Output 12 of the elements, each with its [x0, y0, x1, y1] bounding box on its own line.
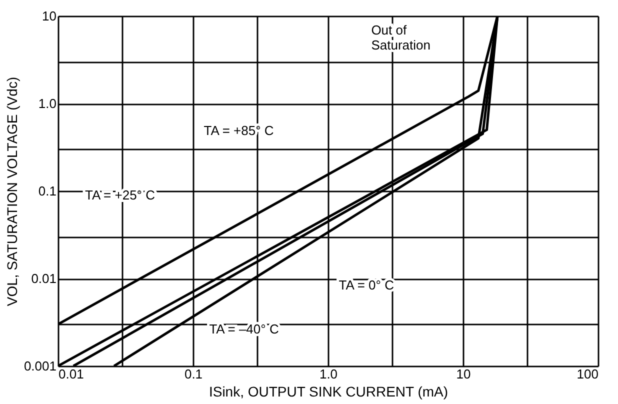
x-tick-label: 0.01	[58, 366, 84, 382]
x-tick-label: 10	[456, 366, 471, 382]
x-axis-title: ISink, OUTPUT SINK CURRENT (mA)	[208, 384, 448, 400]
x-tick-label: 0.1	[184, 366, 203, 382]
y-axis-title: VOL, SATURATION VOLTAGE (Vdc)	[4, 76, 20, 306]
y-tick-label: 1.0	[38, 96, 56, 111]
x-tick-label: 100	[576, 366, 598, 382]
y-tick-label: 0.1	[38, 184, 56, 198]
y-tick-label: 0.01	[31, 271, 56, 286]
y-tick-label: 10	[42, 8, 56, 24]
x-tick-label: 1.0	[319, 366, 338, 382]
y-tick-label: 0.001	[24, 358, 56, 374]
